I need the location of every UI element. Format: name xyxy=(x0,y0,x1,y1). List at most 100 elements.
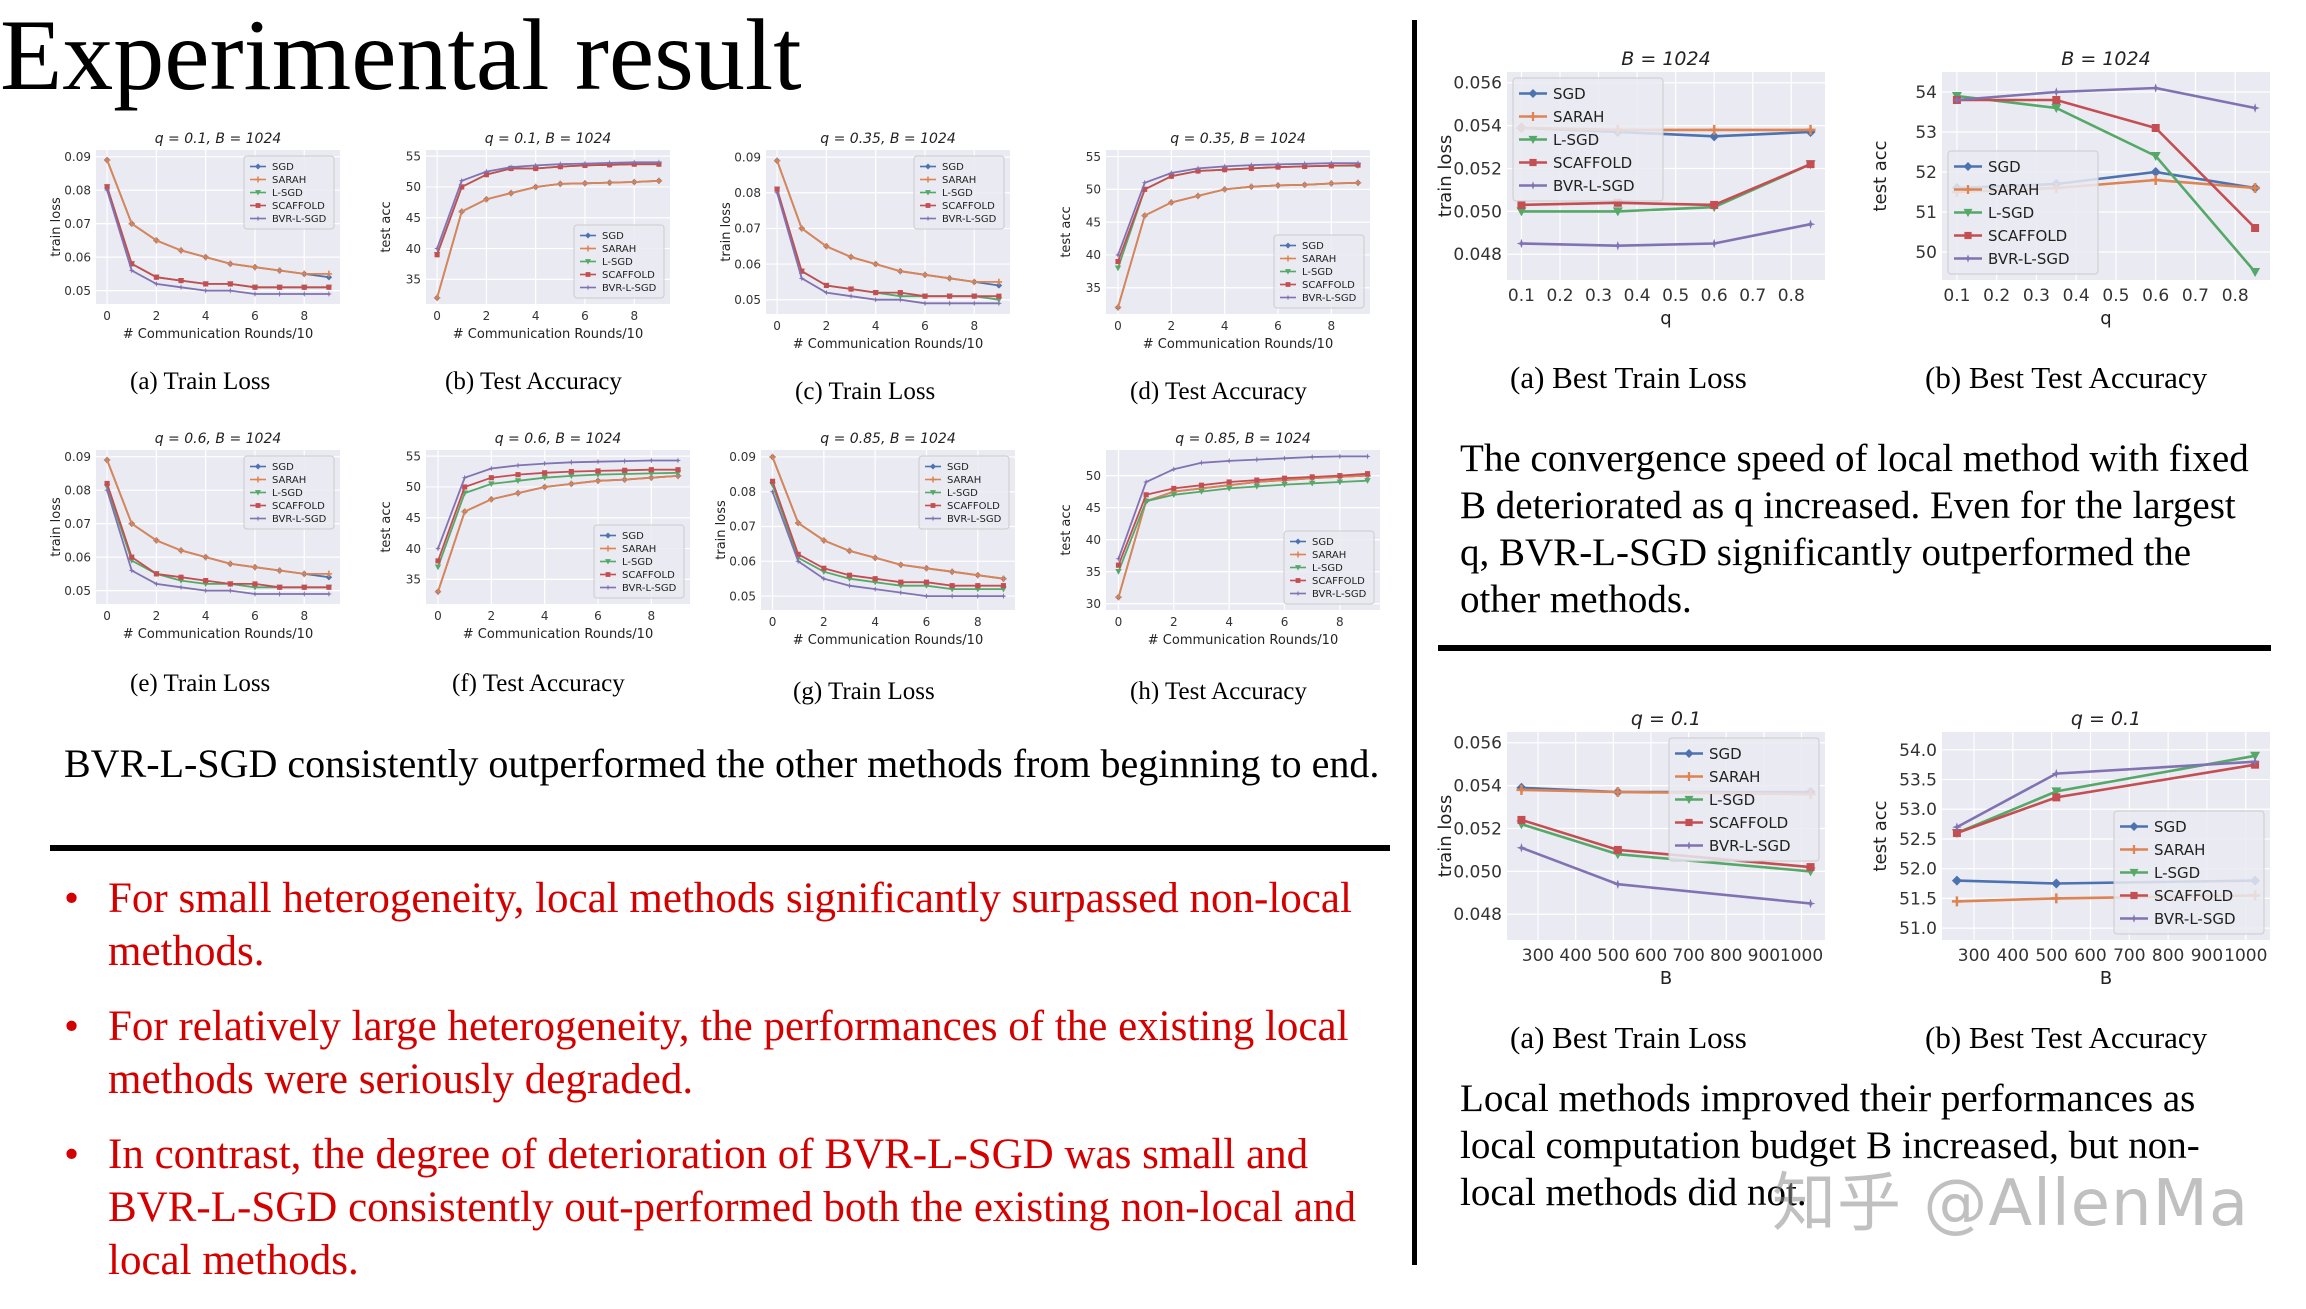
chart-c: 0.05 0.06 0.07 0.08 0.09 0 2 4 6 8 q = 0.35, B = 1… xyxy=(719,128,1020,360)
data-point xyxy=(434,545,442,552)
data-point xyxy=(533,165,539,172)
series-scaffold xyxy=(104,480,332,590)
legend-label: SARAH xyxy=(947,475,981,486)
chart-b-svg: 35 40 45 50 55 0 2 4 6 8 q = 0.1, B = 1024 # Commun… xyxy=(379,131,670,342)
bullet-item: • For small heterogeneity, local methods … xyxy=(62,872,1362,978)
y-tick-label: 0.052 xyxy=(1453,159,1502,179)
data-point xyxy=(276,267,283,274)
data-point xyxy=(971,278,978,286)
data-point xyxy=(1000,593,1007,600)
y-tick-label: 0.09 xyxy=(734,150,761,164)
data-point xyxy=(433,294,441,302)
chart-title: q = 0.35, B = 1024 xyxy=(820,131,955,147)
legend-label: SCAFFOLD xyxy=(622,570,675,581)
data-point xyxy=(847,293,855,300)
x-tick-label: 2 xyxy=(488,609,496,623)
data-point xyxy=(1000,575,1007,582)
x-tick-label: 0 xyxy=(769,615,777,629)
series-bvr-l-sgd xyxy=(104,187,332,297)
data-point xyxy=(774,186,780,192)
data-point xyxy=(1142,186,1148,192)
x-tick-label: 900 xyxy=(2191,946,2223,966)
series-scaffold xyxy=(1115,471,1371,568)
bullet-item: • For relatively large heterogeneity, the… xyxy=(62,1000,1362,1106)
legend-box xyxy=(1512,77,1664,202)
x-axis-label: # Communication Rounds/10 xyxy=(123,627,313,642)
x-axis-label: B xyxy=(1660,968,1672,989)
x-tick-label: 6 xyxy=(594,609,602,623)
data-point xyxy=(1281,455,1288,462)
data-point xyxy=(996,293,1002,299)
series-bvr-l-sgd xyxy=(434,159,662,252)
legend-label: L-SGD xyxy=(1302,267,1333,278)
data-point xyxy=(255,476,261,483)
data-point xyxy=(301,284,307,290)
data-point xyxy=(488,481,495,488)
data-point xyxy=(974,572,981,579)
data-point xyxy=(621,471,628,478)
chart-title: B = 1024 xyxy=(1621,48,1710,70)
legend-label: SARAH xyxy=(1988,181,2039,199)
data-point xyxy=(1354,179,1362,186)
data-point xyxy=(252,581,258,587)
data-point xyxy=(532,183,539,191)
x-tick-label: 0 xyxy=(433,309,441,323)
data-point xyxy=(1285,242,1291,249)
data-point xyxy=(203,578,209,584)
data-point xyxy=(488,465,495,472)
data-point xyxy=(557,161,564,168)
y-tick-label: 51 xyxy=(1915,203,1937,223)
data-point xyxy=(795,558,802,565)
data-point xyxy=(585,284,591,291)
data-point xyxy=(2250,103,2260,113)
data-point xyxy=(104,480,110,487)
y-tick-label: 53.0 xyxy=(1899,800,1937,820)
data-point xyxy=(2150,83,2161,93)
slide-title: Experimental result xyxy=(0,0,802,112)
x-tick-label: 6 xyxy=(923,615,931,629)
data-point xyxy=(2151,124,2160,132)
x-tick-label: 0 xyxy=(773,319,781,333)
data-point xyxy=(541,475,548,481)
data-point xyxy=(153,580,160,587)
x-axis-label: # Communication Rounds/10 xyxy=(123,327,313,342)
data-point xyxy=(674,457,682,464)
data-point xyxy=(1274,161,1282,168)
x-axis-label: # Communication Rounds/10 xyxy=(793,633,983,648)
legend-label: SARAH xyxy=(1302,254,1336,265)
data-point xyxy=(821,565,827,571)
chart-e: 0.05 0.06 0.07 0.08 0.09 0 2 4 6 8 q = 0.6, B = 10… xyxy=(49,428,350,650)
y-tick-label: 0.05 xyxy=(734,293,761,307)
legend-label: SCAFFOLD xyxy=(1988,227,2067,245)
legend-label: SGD xyxy=(1988,158,2021,176)
data-point xyxy=(1248,165,1254,171)
data-point xyxy=(1221,163,1228,170)
chart-title: B = 1024 xyxy=(2061,48,2150,70)
data-point xyxy=(655,177,663,184)
legend-label: SCAFFOLD xyxy=(942,201,995,212)
x-tick-label: 8 xyxy=(974,615,982,629)
data-point xyxy=(1528,181,1538,190)
right-top-paragraph: The convergence speed of local method wi… xyxy=(1460,437,2249,621)
data-point xyxy=(1517,200,1526,209)
x-axis-label: B xyxy=(2100,968,2112,989)
data-point xyxy=(177,247,185,254)
series-bvr-l-sgd xyxy=(1952,756,2260,832)
data-point xyxy=(1115,562,1122,568)
data-point xyxy=(795,551,801,557)
series-line xyxy=(106,459,329,575)
y-tick-label: 55 xyxy=(406,149,421,163)
data-point xyxy=(1516,238,1527,249)
legend: SGD SARAH L-SGD SCAFFOLD BVR-L-SGD xyxy=(1947,150,2099,275)
caption-right-top-b: (b) Best Test Accuracy xyxy=(1925,360,2208,395)
chart-g: 0.05 0.06 0.07 0.08 0.09 0 2 4 6 8 q = 0.85, B = 1… xyxy=(714,428,1025,656)
series-bvr-l-sgd xyxy=(1114,160,1362,258)
data-point xyxy=(923,593,930,600)
y-axis-label: test acc xyxy=(379,501,394,552)
data-point xyxy=(946,275,953,282)
y-tick-label: 50 xyxy=(1915,243,1937,263)
data-point xyxy=(1198,482,1205,488)
x-axis-label: # Communication Rounds/10 xyxy=(793,337,983,352)
x-tick-label: 0.4 xyxy=(2063,286,2090,306)
data-point xyxy=(1168,173,1174,179)
